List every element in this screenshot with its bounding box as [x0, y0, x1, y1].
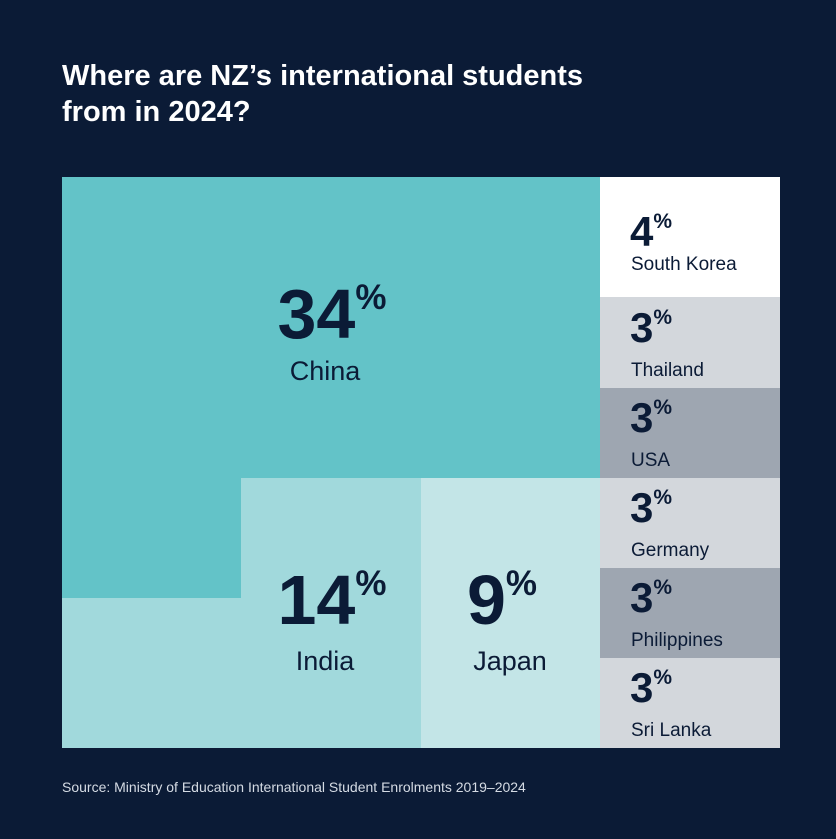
value-label-japan: 9%	[467, 561, 537, 639]
tile-japan: 9% Japan	[421, 478, 600, 748]
category-label-usa: USA	[631, 450, 670, 471]
category-label-germany: Germany	[631, 540, 710, 561]
tile-china: 34%China	[62, 177, 600, 598]
value-label-sri-lanka: 3%	[630, 664, 672, 711]
tile-india: 14% India	[62, 478, 421, 748]
tile-shape-india	[62, 478, 421, 748]
tile-south-korea: 4%South Korea	[600, 177, 780, 297]
tile-shape-usa	[600, 388, 780, 478]
tile-shape-thailand	[600, 297, 780, 388]
chart-title: Where are NZ’s international students fr…	[62, 58, 762, 130]
tile-shape-philippines	[600, 568, 780, 658]
value-label-usa: 3%	[630, 394, 672, 441]
chart-title-line-2: from in 2024?	[62, 96, 251, 128]
category-label-south-korea: South Korea	[631, 254, 737, 275]
category-label-thailand: Thailand	[631, 360, 704, 381]
source-note: Source: Ministry of Education Internatio…	[62, 779, 526, 795]
value-label-germany: 3%	[630, 484, 672, 531]
category-label-india: India	[296, 646, 356, 676]
chart-title-line-1: Where are NZ’s international students	[62, 60, 584, 92]
category-label-philippines: Philippines	[631, 630, 723, 651]
value-label-india: 14%	[278, 561, 387, 639]
value-label-south-korea: 4%	[630, 208, 672, 255]
category-label-china: China	[290, 356, 362, 386]
tile-shape-japan	[421, 478, 600, 748]
tile-sri-lanka: 3% Sri Lanka	[600, 658, 780, 748]
category-label-sri-lanka: Sri Lanka	[631, 720, 712, 741]
category-label-japan: Japan	[473, 646, 547, 676]
value-label-china: 34%	[278, 275, 387, 353]
value-label-thailand: 3%	[630, 304, 672, 351]
tile-shape-germany	[600, 478, 780, 568]
tile-shape-sri-lanka	[600, 658, 780, 748]
tile-philippines: 3% Philippines	[600, 568, 780, 658]
tile-shape-china	[62, 177, 600, 598]
tile-germany: 3% Germany	[600, 478, 780, 568]
tile-usa: 3% USA	[600, 388, 780, 478]
tile-thailand: 3% Thailand	[600, 297, 780, 388]
tile-shape-south-korea	[600, 177, 780, 297]
value-label-philippines: 3%	[630, 574, 672, 621]
